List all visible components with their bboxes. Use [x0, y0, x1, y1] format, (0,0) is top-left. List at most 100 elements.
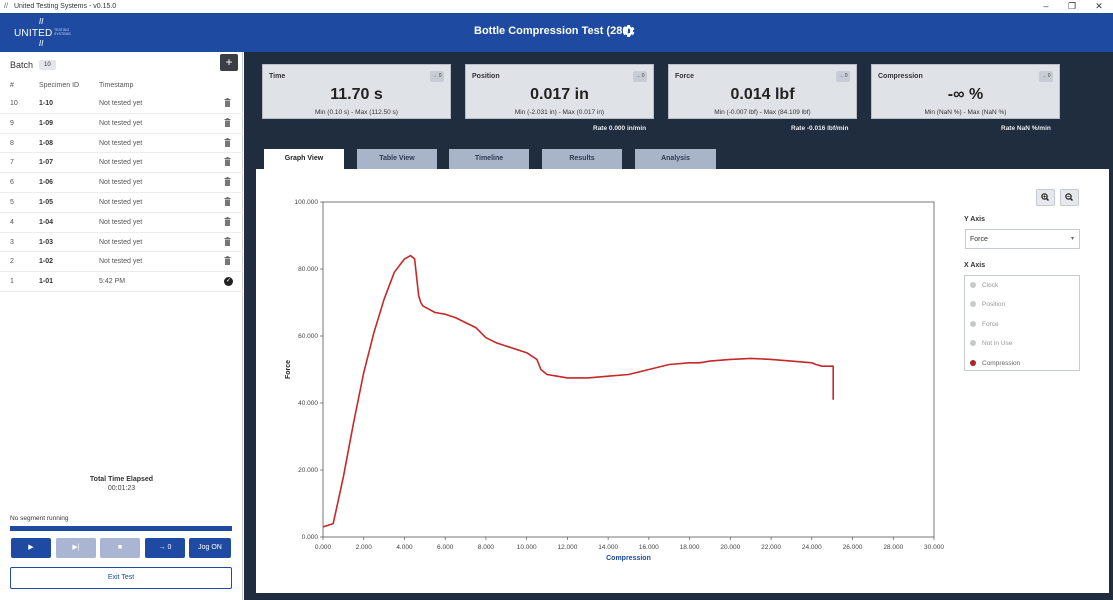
tab-timeline[interactable]: Timeline [449, 149, 529, 169]
trash-icon[interactable] [224, 117, 231, 127]
specimen-timestamp: Not tested yet [99, 159, 143, 167]
zero-position-button[interactable]: → 0 [633, 71, 647, 82]
jog-toggle-button[interactable]: Jog ON [189, 538, 231, 558]
trash-icon[interactable] [224, 98, 231, 107]
x-axis-option[interactable]: Compression [965, 354, 1079, 373]
x-axis-option[interactable]: Not in Use [965, 334, 1079, 353]
specimen-list-header: # Specimen ID Timestamp [0, 79, 243, 93]
play-button[interactable]: ▶ [11, 538, 51, 558]
x-tick-label: 16.000 [639, 544, 659, 551]
x-tick-label: 26.000 [843, 544, 863, 551]
x-tick-label: 18.000 [680, 544, 700, 551]
specimen-timestamp: Not tested yet [99, 119, 143, 127]
x-axis-option[interactable]: Position [965, 295, 1079, 314]
specimen-row[interactable]: 4 1-04 Not tested yet [0, 213, 243, 233]
specimen-row[interactable]: 9 1-09 Not tested yet [0, 114, 243, 134]
stat-range: Min (-0.007 lbf) - Max (84.109 lbf) [714, 109, 811, 116]
stat-label: Force [675, 73, 695, 80]
batch-count-badge: 10 [39, 60, 56, 70]
specimen-row[interactable]: 3 1-03 Not tested yet [0, 233, 243, 253]
x-tick-label: 2.000 [356, 544, 373, 551]
zero-all-button[interactable]: → 0 [145, 538, 185, 558]
specimen-number: 9 [10, 119, 14, 127]
x-tick-label: 30.000 [924, 544, 944, 551]
stop-button[interactable]: ■ [100, 538, 140, 558]
tab-table-view[interactable]: Table View [357, 149, 437, 169]
trash-icon[interactable] [224, 256, 231, 266]
x-axis-option-label: Force [982, 320, 999, 328]
x-axis-option[interactable]: Clock [965, 276, 1079, 295]
trash-icon[interactable] [224, 177, 231, 187]
company-logo: // UNITED TESTING SYSTEMS // [14, 17, 74, 49]
stat-label: Position [472, 73, 500, 80]
segment-progress-bar [10, 526, 232, 531]
x-tick-label: 22.000 [761, 544, 781, 551]
x-axis-option-label: Not in Use [982, 340, 1013, 348]
x-tick-label: 24.000 [802, 544, 822, 551]
column-specimen-id: Specimen ID [39, 82, 80, 89]
x-tick-label: 10.000 [517, 544, 537, 551]
trash-icon[interactable] [224, 196, 231, 206]
stat-card-time: Time → 0 11.70 s Min (0.10 s) - Max (112… [262, 64, 451, 119]
specimen-id: 1-02 [39, 258, 54, 266]
zero-force-button[interactable]: → 0 [836, 71, 850, 82]
specimen-id: 1-01 [39, 278, 54, 286]
specimen-id: 1-03 [39, 238, 54, 246]
x-axis-option[interactable]: Force [965, 315, 1079, 334]
specimen-row[interactable]: 7 1-07 Not tested yet [0, 153, 243, 174]
specimen-number: 3 [10, 238, 14, 246]
radio-dot-icon [970, 282, 976, 288]
maximize-button[interactable]: ❐ [1067, 1, 1077, 11]
specimen-timestamp: Not tested yet [99, 238, 143, 246]
y-tick-label: 40.000 [298, 400, 318, 407]
gear-icon[interactable] [620, 23, 636, 39]
specimen-row[interactable]: 2 1-02 Not tested yet [0, 252, 243, 273]
specimen-number: 1 [10, 278, 14, 286]
x-tick-label: 6.000 [437, 544, 454, 551]
radio-dot-icon [970, 340, 976, 347]
specimen-number: 4 [10, 218, 14, 226]
exit-test-button[interactable]: Exit Test [10, 567, 232, 589]
specimen-row[interactable]: 10 1-10 Not tested yet [0, 94, 243, 114]
trash-icon[interactable] [224, 216, 231, 226]
y-tick-label: 20.000 [298, 467, 318, 474]
logo-mark-top: // [39, 17, 44, 26]
tab-results[interactable]: Results [542, 149, 622, 169]
zoom-out-button[interactable] [1060, 189, 1079, 206]
specimen-timestamp: 5:42 PM [99, 278, 126, 286]
radio-dot-icon [970, 359, 976, 366]
add-specimen-button[interactable]: + [220, 54, 238, 71]
zoom-in-button[interactable] [1036, 189, 1055, 206]
specimen-number: 7 [10, 159, 14, 167]
specimen-row[interactable]: 8 1-08 Not tested yet [0, 134, 243, 154]
specimen-row[interactable]: 1 1-01 5:42 PM ✓ [0, 272, 243, 292]
close-button[interactable]: ✕ [1095, 1, 1103, 11]
trash-icon[interactable] [224, 157, 231, 167]
zero-time-button[interactable]: → 0 [430, 71, 444, 82]
window-titlebar: // United Testing Systems - v0.15.0 – ❐ … [0, 0, 1113, 13]
y-tick-label: 100.000 [295, 199, 319, 206]
zero-compression-button[interactable]: → 0 [1039, 71, 1053, 82]
x-axis-option-list: Clock Position Force Not in Use Compression [964, 275, 1080, 371]
trash-icon[interactable] [224, 137, 231, 147]
stat-card-force: Force → 0 0.014 lbf Min (-0.007 lbf) - M… [668, 64, 857, 119]
logo-mark-bottom: // [39, 39, 44, 48]
specimen-row[interactable]: 6 1-06 Not tested yet [0, 173, 243, 193]
y-axis-selected-value: Force [970, 236, 988, 243]
chevron-down-icon: ▾ [1070, 236, 1074, 242]
step-button[interactable]: ▶| [56, 538, 96, 558]
y-tick-label: 60.000 [298, 333, 318, 340]
minimize-button[interactable]: – [1043, 1, 1049, 11]
specimen-number: 5 [10, 198, 14, 206]
specimen-id: 1-05 [39, 198, 54, 206]
trash-icon[interactable] [224, 236, 231, 246]
x-tick-label: 28.000 [883, 544, 903, 551]
specimen-timestamp: Not tested yet [99, 100, 143, 107]
tab-analysis[interactable]: Analysis [635, 149, 716, 169]
y-axis-select[interactable]: Force ▾ [965, 229, 1080, 249]
x-tick-label: 20.000 [720, 544, 740, 551]
stat-value: 0.017 in [530, 86, 589, 103]
tab-graph-view[interactable]: Graph View [264, 149, 344, 171]
column-timestamp: Timestamp [99, 82, 134, 89]
specimen-row[interactable]: 5 1-05 Not tested yet [0, 193, 243, 213]
